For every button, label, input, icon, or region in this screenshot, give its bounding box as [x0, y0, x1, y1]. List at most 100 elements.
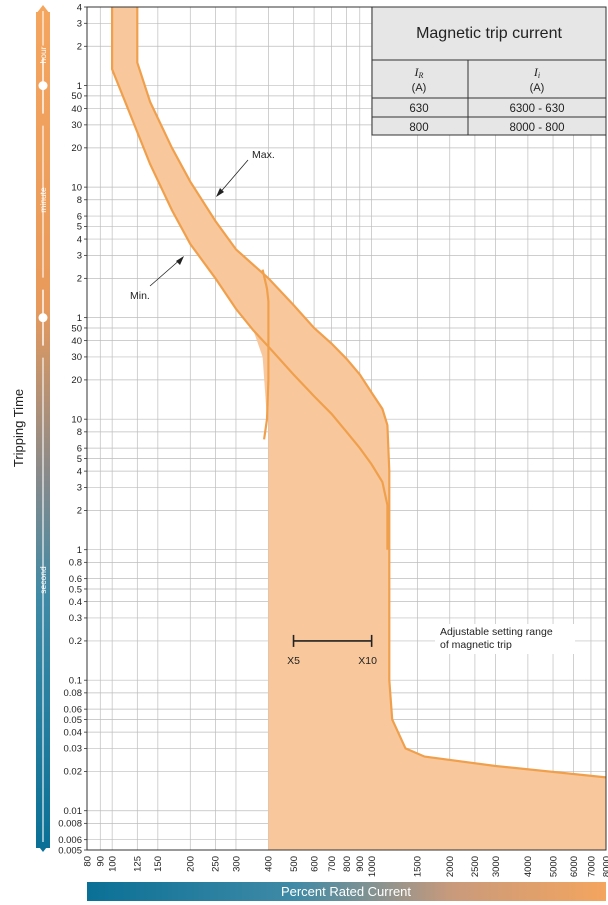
x-tick-label: 125: [133, 856, 144, 872]
y-tick-label: 6: [77, 211, 82, 222]
y-tick-label: 8: [77, 427, 82, 438]
table-row2-ir: 800: [409, 122, 428, 134]
y-tick-label: 4: [77, 234, 82, 245]
min-annotation: Min.: [130, 256, 184, 302]
x-axis-label-bar: [87, 882, 606, 901]
y-tick-label: 0.05: [64, 715, 83, 726]
band-label-second: second: [38, 566, 48, 594]
range-note-line2: of magnetic trip: [440, 639, 512, 651]
y-tick-label: 2: [77, 274, 82, 285]
y-tick-label: 3: [77, 251, 82, 262]
y-tick-label: 0.005: [58, 845, 82, 856]
y-tick-label: 0.008: [58, 819, 82, 830]
y-tick-label: 30: [71, 120, 82, 131]
x-axis-label: Percent Rated Current: [281, 884, 411, 899]
table-row1-ii: 6300 - 630: [510, 103, 565, 115]
x-tick-label: 900: [355, 856, 366, 872]
table-row1-ir: 630: [409, 103, 428, 115]
x-tick-labels: 80 90 100 125 150 200 250 300 400 500 600 700 800 900…: [82, 856, 608, 877]
y-tick-label: 0.8: [69, 558, 82, 569]
x-tick-label: 6000: [569, 856, 580, 877]
x-tick-label: 7000: [586, 856, 597, 877]
y-axis-label: Tripping Time: [11, 389, 26, 467]
x-tick-label: 1000: [367, 856, 378, 877]
y-tick-label: 1: [77, 545, 82, 556]
y-tick-label: 5: [77, 454, 82, 465]
y-tick-label: 0.3: [69, 613, 82, 624]
arrow-down-icon: [36, 843, 50, 852]
x-tick-label: 500: [289, 856, 300, 872]
y-tick-label: 20: [71, 375, 82, 386]
x-tick-label: 250: [211, 856, 222, 872]
x-tick-label: 1500: [413, 856, 424, 877]
y-tick-label: 10: [71, 182, 82, 193]
y-tick-label: 6: [77, 443, 82, 454]
y-tick-label: 0.6: [69, 574, 82, 585]
y-tick-label: 2: [77, 506, 82, 517]
y-tick-label: 3: [77, 483, 82, 494]
trip-band-fill: [112, 7, 606, 850]
y-tick-labels: 432150403020108654321504030201086543210.…: [58, 2, 87, 856]
table-row2-ii: 8000 - 800: [510, 122, 565, 134]
x-tick-label: 100: [107, 856, 118, 872]
x-tick-label: 150: [153, 856, 164, 872]
y-tick-label: 3: [77, 19, 82, 30]
range-note-line1: Adjustable setting range: [440, 626, 553, 638]
x-tick-label: 700: [327, 856, 338, 872]
y-tick-label: 8: [77, 195, 82, 206]
x-tick-label: 300: [231, 856, 242, 872]
y-tick-label: 0.4: [69, 597, 82, 608]
x-tick-label: 5000: [548, 856, 559, 877]
arrow-up-icon: [36, 5, 50, 14]
table-col2-unit: (A): [530, 82, 545, 94]
y-tick-label: 40: [71, 336, 82, 347]
plot-frame: [86, 6, 607, 851]
y-tick-label: 0.1: [69, 676, 82, 687]
magnetic-trip-table: Magnetic trip current IR (A) Ii (A) 630 …: [371, 6, 607, 136]
band-label-hour: hour: [38, 46, 48, 63]
range-label-x10: X10: [358, 655, 377, 667]
y-tick-label: 10: [71, 414, 82, 425]
table-col1-header: IR: [414, 65, 424, 80]
boundary-400-curve: [261, 269, 270, 440]
y-tick-label: 0.02: [64, 767, 83, 778]
x-tick-label: 600: [309, 856, 320, 872]
table-title: Magnetic trip current: [416, 25, 562, 42]
y-tick-label: 0.03: [64, 744, 83, 755]
y-tick-label: 5: [77, 222, 82, 233]
y-tick-label: 0.08: [64, 688, 83, 699]
x-tick-label: 200: [186, 856, 197, 872]
x-tick-label: 8000: [601, 856, 608, 877]
x-tick-label: 800: [342, 856, 353, 872]
y-tick-label: 0.2: [69, 636, 82, 647]
y-tick-label: 40: [71, 104, 82, 115]
y-tick-label: 0.5: [69, 584, 82, 595]
y-tick-label: 4: [77, 466, 82, 477]
time-band-bar: hour minute second: [36, 5, 50, 852]
y-tick-label: 2: [77, 42, 82, 53]
y-tick-label: 50: [71, 323, 82, 334]
range-label-x5: X5: [287, 655, 300, 667]
x-tick-label: 80: [82, 856, 93, 867]
magnetic-range-bar: X5 X10: [287, 634, 377, 667]
range-note-bg: [435, 624, 575, 654]
y-tick-label: 0.006: [58, 835, 82, 846]
x-tick-label: 2000: [445, 856, 456, 877]
y-tick-label: 1: [77, 81, 82, 92]
table-col1-unit: (A): [412, 82, 427, 94]
table-col2-header: Ii: [533, 65, 540, 80]
x-tick-label: 3000: [491, 856, 502, 877]
y-tick-label: 0.04: [64, 727, 83, 738]
band-label-minute: minute: [38, 187, 48, 213]
y-tick-label: 30: [71, 352, 82, 363]
max-label: Max.: [252, 149, 275, 161]
max-curve: [136, 7, 606, 779]
y-tick-label: 0.01: [64, 806, 83, 817]
x-tick-label: 90: [96, 856, 107, 867]
x-tick-label: 400: [264, 856, 275, 872]
min-label: Min.: [130, 290, 150, 302]
x-tick-label: 4000: [523, 856, 534, 877]
y-tick-label: 0.06: [64, 704, 83, 715]
y-tick-label: 4: [77, 2, 82, 13]
